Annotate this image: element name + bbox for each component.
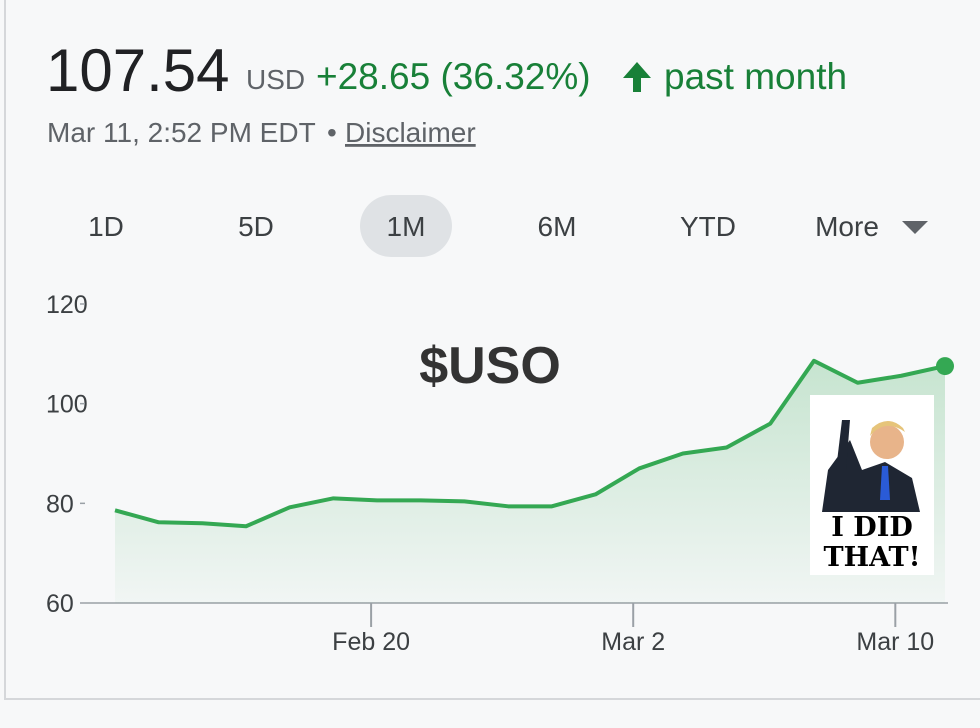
period: past month <box>664 56 847 97</box>
price-line <box>114 358 946 529</box>
x-tick-label: Feb 20 <box>332 628 410 656</box>
tab-label: 1D <box>88 211 124 242</box>
tab-label: More <box>815 211 879 242</box>
tab-selected-bg <box>360 195 452 257</box>
y-tick-label: 120 <box>46 291 88 319</box>
disclaimer-link[interactable]: Disclaimer <box>345 117 476 148</box>
up-arrow <box>623 62 651 92</box>
figure-head <box>870 425 904 459</box>
dropdown-caret <box>902 221 928 234</box>
range-tabs: 1D 5D 1M 6M YTD More <box>88 195 928 257</box>
tab[interactable]: More <box>815 211 928 242</box>
tab[interactable]: 5D <box>238 211 274 242</box>
y-tick-label: 60 <box>46 590 74 618</box>
tab-label: YTD <box>680 211 736 242</box>
tab-label: 5D <box>238 211 274 242</box>
tab[interactable]: 6M <box>538 211 577 242</box>
y-tick-label: 100 <box>46 391 88 419</box>
last-point <box>936 357 954 376</box>
x-tick-label: Mar 2 <box>601 628 665 656</box>
chart: 60 80 100 120 Feb 20 Mar 2 Mar 10 $USO I DIDTHAT… <box>46 291 954 656</box>
tab[interactable]: 1D <box>88 211 124 242</box>
separator: • <box>327 117 337 148</box>
area <box>115 360 945 603</box>
timestamp: Mar 11, 2:52 PM EDT <box>47 117 316 148</box>
y-tick-label: 80 <box>46 490 74 518</box>
figure-hair <box>870 421 905 436</box>
figure-arm <box>836 420 850 470</box>
sticker-text: THAT! <box>823 542 920 573</box>
tab[interactable]: 1M <box>360 195 452 257</box>
tab[interactable]: YTD <box>680 211 736 242</box>
tab-label: 1M <box>387 211 426 242</box>
tab-label: 6M <box>538 211 577 242</box>
figure-tie <box>880 466 890 500</box>
price: 107.54 <box>46 37 230 104</box>
annotation: $USO <box>419 337 561 395</box>
sticker-text: I DID <box>831 512 913 543</box>
currency: USD <box>246 64 305 95</box>
x-tick-label: Mar 10 <box>856 628 934 656</box>
change: +28.65 (36.32%) <box>316 56 591 97</box>
